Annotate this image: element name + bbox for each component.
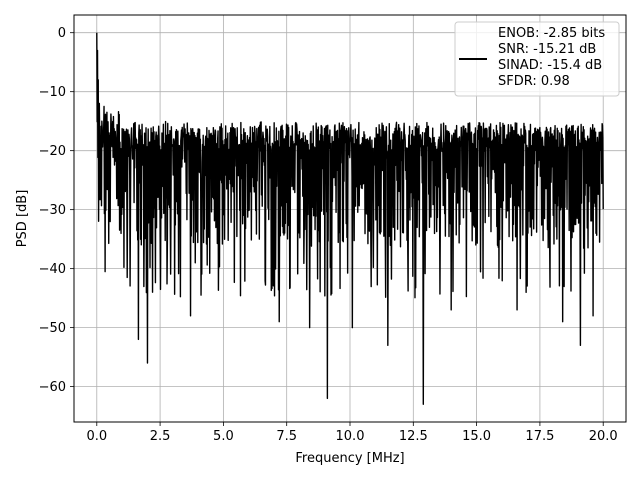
legend-enob-text: ENOB: -2.85 bits [498, 26, 605, 41]
y-tick-label: −60 [39, 380, 66, 395]
legend-box [454, 21, 620, 97]
x-tick-label: 17.5 [525, 429, 554, 444]
y-tick-label: −50 [39, 321, 66, 336]
legend-sinad-text: SINAD: -15.4 dB [498, 58, 602, 73]
x-tick-label: 10.0 [336, 429, 365, 444]
y-tick-label: 0 [58, 26, 66, 41]
x-tick-label: 2.5 [150, 429, 171, 444]
y-tick-label: −20 [39, 144, 66, 159]
y-tick-label: −40 [39, 262, 66, 277]
x-axis-label: Frequency [MHz] [295, 451, 404, 466]
plot-lines [96, 32, 604, 405]
legend-snr-text: SNR: -15.21 dB [498, 42, 596, 57]
y-axis-label: PSD [dB] [15, 190, 30, 248]
psd-series-line [96, 32, 604, 405]
legend: ENOB: -2.85 bits SNR: -15.21 dB SINAD: -… [454, 21, 620, 97]
y-tick-label: −30 [39, 203, 66, 218]
x-tick-label: 7.5 [276, 429, 297, 444]
x-tick-label: 0.0 [86, 429, 107, 444]
x-tick-label: 15.0 [462, 429, 491, 444]
x-tick-label: 5.0 [213, 429, 234, 444]
x-tick-label: 20.0 [589, 429, 618, 444]
x-tick-label: 12.5 [399, 429, 428, 444]
y-tick-label: −10 [39, 85, 66, 100]
x-axis-ticks: 0.0 2.5 5.0 7.5 10.0 12.5 15.0 17.5 20.0 [86, 422, 618, 444]
legend-sfdr-text: SFDR: 0.98 [498, 74, 570, 89]
y-axis-ticks: 0 −10 −20 −30 −40 −50 −60 [39, 26, 74, 395]
